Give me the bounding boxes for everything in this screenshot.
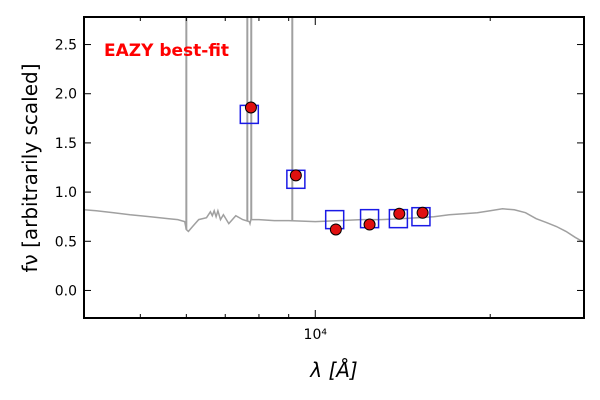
y-tick-label: 2.0	[55, 87, 77, 103]
observed-flux-point	[289, 169, 302, 182]
sed-curve	[84, 208, 584, 243]
y-tick-label: 0.0	[55, 283, 77, 299]
chart-annotation: EAZY best-fit	[104, 41, 229, 61]
y-tick-label: 2.5	[55, 38, 77, 54]
y-tick-label: 1.0	[55, 185, 77, 201]
x-axis-label: λ [Å]	[309, 358, 357, 382]
observed-flux-point	[329, 223, 342, 236]
observed-flux-point	[416, 206, 429, 219]
observed-flux-point	[393, 207, 406, 220]
axes: 0.0 0.5 1.0 1.5 2.0 2.5 10⁴	[55, 16, 585, 343]
observed-flux-point	[244, 101, 257, 114]
x-tick-label: 10⁴	[304, 327, 328, 343]
observed-flux-point	[363, 218, 376, 231]
y-axis-label: fν [arbitrarily scaled]	[18, 64, 42, 273]
y-tick-label: 1.5	[55, 136, 77, 152]
plot-area	[84, 17, 584, 243]
plot-frame	[83, 16, 585, 319]
y-tick-label: 0.5	[55, 234, 77, 250]
